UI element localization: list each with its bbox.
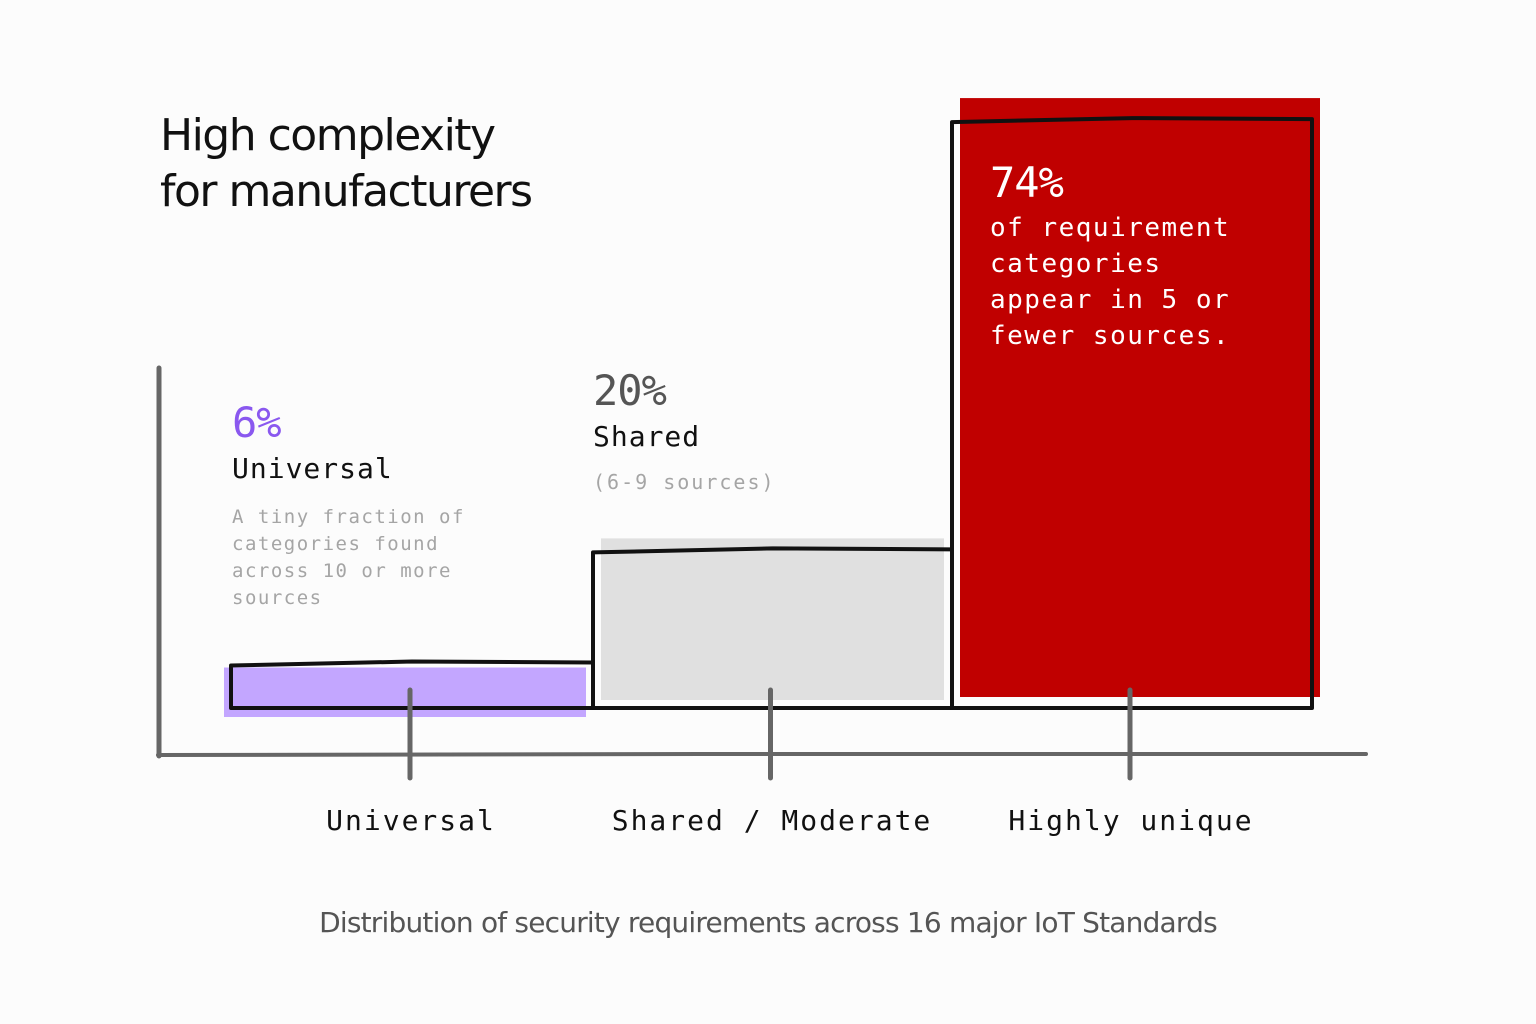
chart-caption: Distribution of security requirements ac… [319, 906, 1218, 939]
universal-percent: 6% [232, 398, 282, 447]
universal-label: Universal [232, 452, 393, 485]
shared-description: (6-9 sources) [593, 470, 776, 494]
bar-unique [960, 98, 1320, 697]
bar-outline-unique [950, 116, 1314, 710]
bar-shared [601, 538, 944, 700]
chart-title-line2: for manufacturers [160, 166, 533, 217]
x-tick-label-shared: Shared / Moderate [611, 804, 933, 837]
shared-percent: 20% [593, 366, 667, 415]
unique-percent: 74% [990, 158, 1064, 207]
chart-title-line1: High complexity [160, 110, 496, 161]
universal-description: A tiny fraction of categories found acro… [232, 506, 465, 609]
x-tick-label-universal: Universal [326, 804, 496, 837]
chart-title: High complexity for manufacturers [160, 108, 533, 220]
unique-description: of requirement categories appear in 5 or… [990, 213, 1231, 351]
x-axis [156, 752, 1368, 757]
x-tick-label-unique: Highly unique [1008, 804, 1254, 837]
shared-label: Shared [593, 420, 701, 453]
